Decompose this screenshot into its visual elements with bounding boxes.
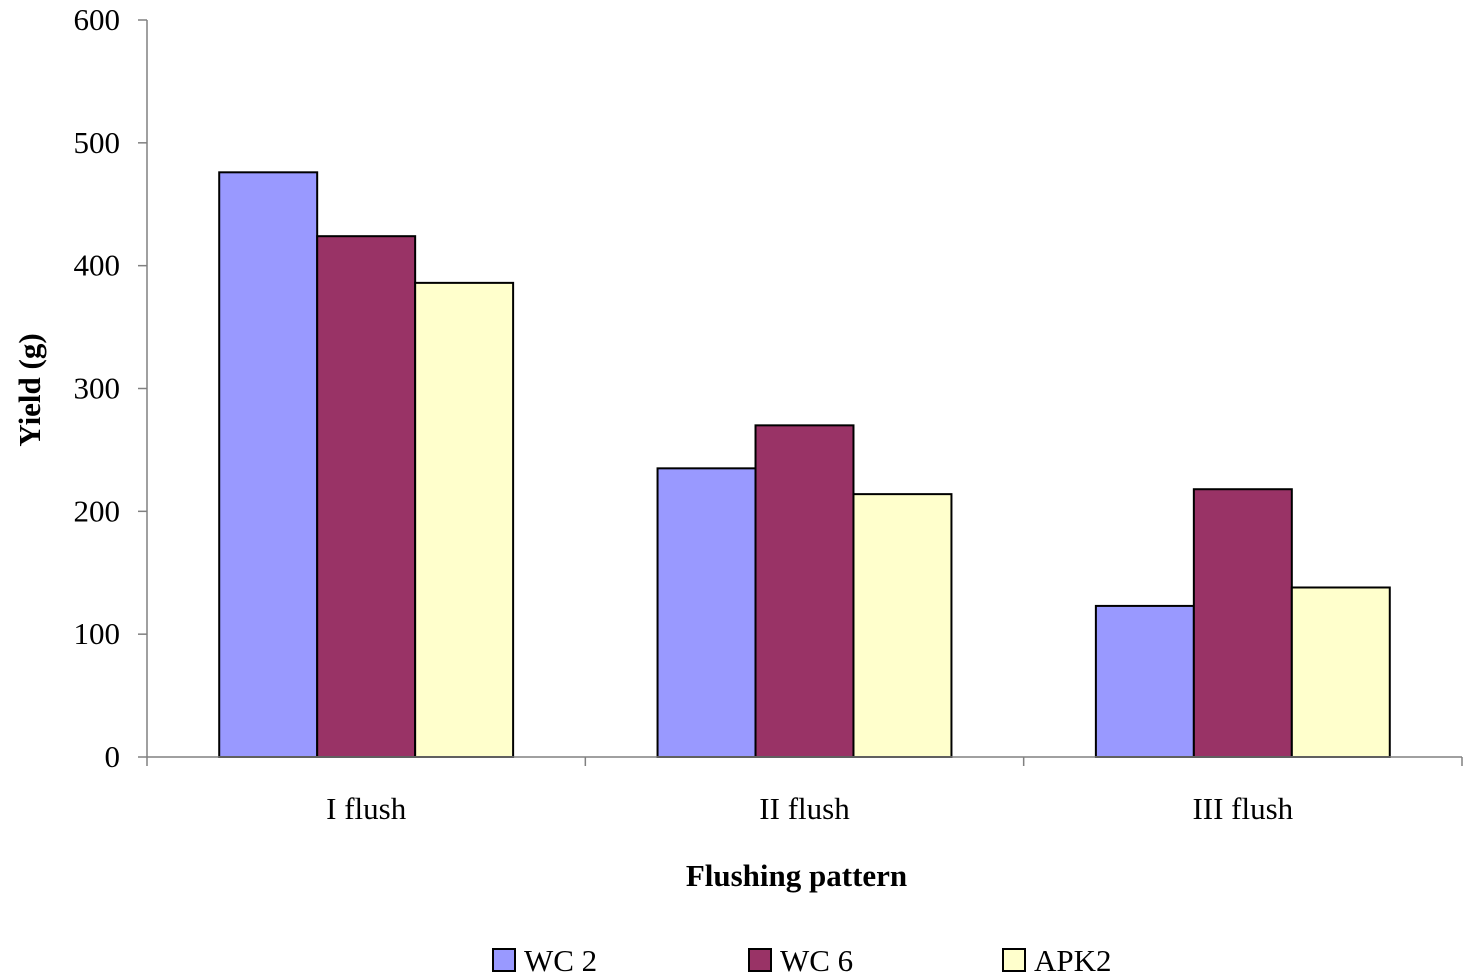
y-axis-ticks: 0 100 200 300 400 500 600 xyxy=(74,2,147,774)
x-tick-label: II flush xyxy=(759,791,850,826)
y-tick-label: 300 xyxy=(74,371,121,406)
bar-apk2-iii-flush xyxy=(1290,586,1391,758)
bar-wc-2-iii-flush xyxy=(1094,604,1195,758)
bar-apk2-ii-flush xyxy=(852,493,953,758)
legend-label: WC 6 xyxy=(780,943,853,978)
y-tick-label: 200 xyxy=(74,493,121,528)
y-tick-label: 0 xyxy=(105,739,121,774)
bar-wc-6-i-flush xyxy=(316,235,417,759)
y-tick-label: 600 xyxy=(74,2,121,37)
x-tick-label: III flush xyxy=(1192,791,1293,826)
y-tick-label: 500 xyxy=(74,125,121,160)
legend-label: WC 2 xyxy=(524,943,597,978)
legend: WC 2 WC 6 APK2 xyxy=(492,943,1112,978)
bar-wc-2-i-flush xyxy=(218,171,319,758)
bar-apk2-i-flush xyxy=(414,281,515,758)
x-axis-title: Flushing pattern xyxy=(686,858,907,893)
y-axis-title: Yield (g) xyxy=(12,333,47,446)
x-axis-ticks: I flush II flush III flush xyxy=(146,757,1463,826)
x-tick-label: I flush xyxy=(326,791,407,826)
y-tick-label: 100 xyxy=(74,616,121,651)
bar-wc-2-ii-flush xyxy=(656,467,757,758)
legend-swatch xyxy=(748,948,772,972)
legend-swatch xyxy=(492,948,516,972)
bars xyxy=(218,171,1391,759)
legend-label: APK2 xyxy=(1034,943,1112,978)
legend-swatch xyxy=(1002,948,1026,972)
bar-wc-6-iii-flush xyxy=(1192,488,1293,758)
bar-wc-6-ii-flush xyxy=(754,424,855,758)
y-tick-label: 400 xyxy=(74,248,121,283)
